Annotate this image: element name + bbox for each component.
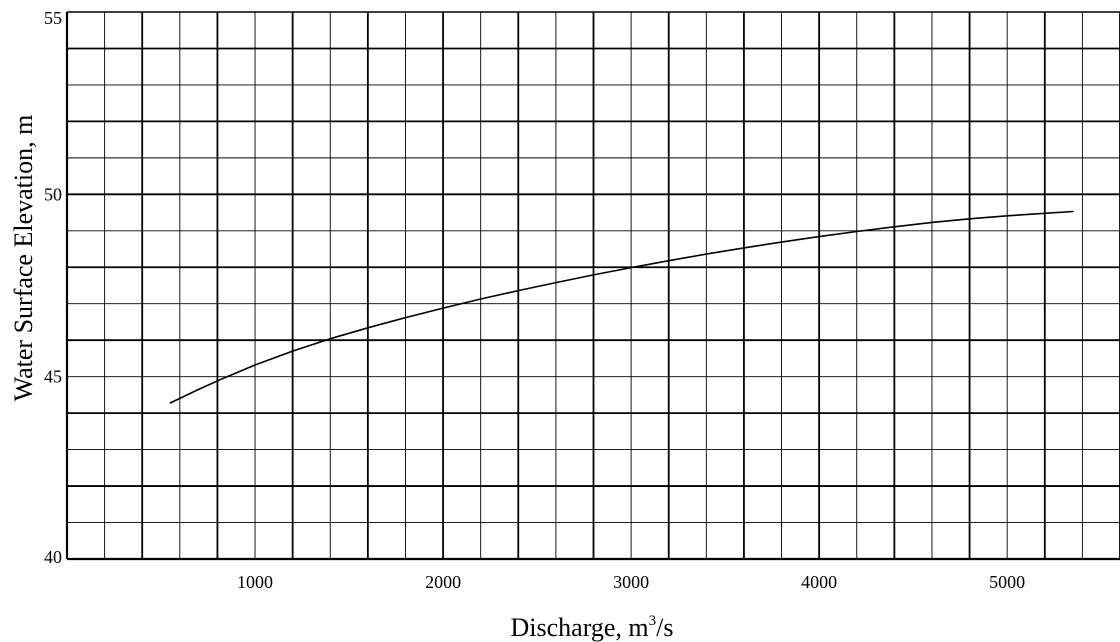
x-axis-title-main: Discharge, m — [511, 613, 649, 642]
x-axis-title-superscript: 3 — [649, 613, 657, 629]
y-tick-label: 50 — [44, 184, 62, 204]
x-axis-title: Discharge, m3/s — [511, 613, 674, 642]
y-axis-ticks: 40 45 50 55 — [44, 8, 62, 567]
x-tick-label: 3000 — [613, 572, 649, 592]
grid — [65, 11, 1120, 561]
series-line-1 — [169, 210, 1074, 404]
x-tick-label: 4000 — [801, 572, 837, 592]
x-tick-label: 5000 — [989, 572, 1025, 592]
y-tick-label: 55 — [44, 8, 62, 28]
y-tick-label: 45 — [44, 367, 62, 387]
y-tick-label: 40 — [44, 547, 62, 567]
x-tick-label: 2000 — [425, 572, 461, 592]
series-layer — [169, 210, 1074, 404]
y-axis-title: Water Surface Elevation, m — [9, 115, 38, 402]
x-axis-ticks: 1000 2000 3000 4000 5000 — [237, 572, 1025, 592]
x-tick-label: 1000 — [237, 572, 273, 592]
x-axis-title-suffix: /s — [656, 613, 673, 642]
